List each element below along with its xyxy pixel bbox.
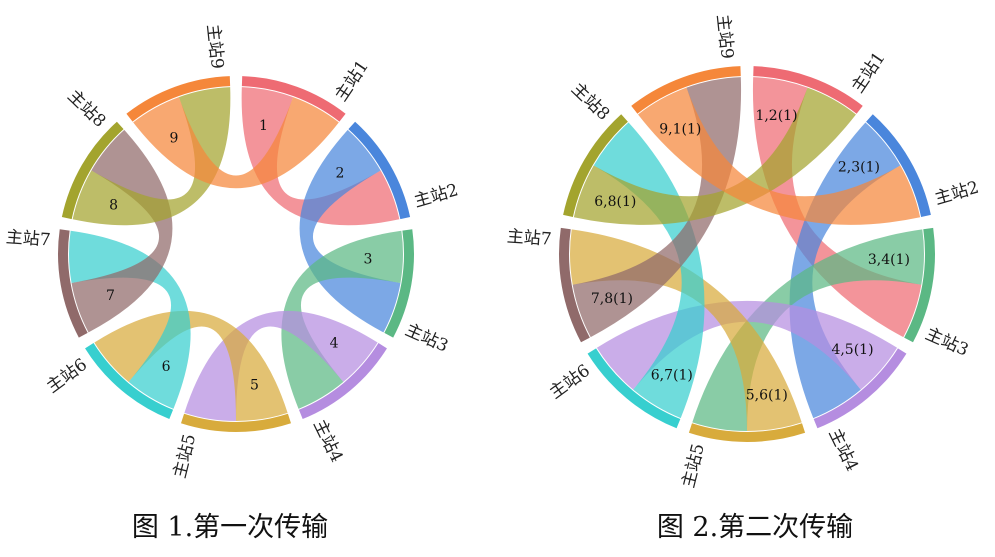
node-label-5: 主站5 [170,432,200,480]
node-label-9: 主站9 [712,13,737,60]
node-arc-1 [241,76,346,122]
node-label-2: 主站2 [412,180,461,212]
caption-figure-1: 图 1.第一次传输 [131,512,329,543]
chords [69,87,403,421]
chord-label: 6,7(1) [651,367,693,383]
node-arc-6 [85,342,174,420]
chord-label: 9,1(1) [659,122,701,138]
node-arc-9 [126,76,231,122]
node-arcs: 主站1 主站2 主站3 主站4 主站5 主站6 主站7 主站8 主站9 [506,13,981,490]
node-label-3: 主站3 [402,320,451,357]
node-arc-4 [813,348,907,429]
node-arc-7 [58,229,88,338]
node-label-5: 主站5 [679,442,709,490]
chord-5-6 [94,310,288,421]
node-label-7: 主站7 [506,227,552,250]
chord-labels: 1,2(1) 2,3(1) 3,4(1) 4,5(1) 5,6(1) 6,7(1) 7,8(… [591,108,910,404]
node-arc-8 [61,121,124,220]
chord-8-9 [72,87,231,226]
node-label-1: 主站1 [331,57,373,105]
node-arc-3 [904,227,935,343]
chord-6-7 [69,230,191,409]
node-label-3: 主站3 [922,324,971,361]
chord-9-2 [638,87,921,225]
node-label-2: 主站2 [933,178,982,210]
chord-label: 8 [109,198,118,214]
node-arc-6 [587,348,681,429]
caption-figure-2: 图 2.第二次传输 [656,512,854,543]
node-label-9: 主站9 [202,23,227,70]
chord-label: 4,5(1) [831,342,873,358]
node-arc-7 [559,227,590,343]
node-label-4: 主站4 [309,417,347,466]
chord-label: 6,8(1) [594,194,636,210]
chords [569,77,925,431]
node-label-8: 主站8 [567,79,613,125]
node-arc-5 [688,423,806,442]
chord-label: 7,8(1) [591,291,633,307]
chord-label: 2,3(1) [838,160,880,176]
chord-8-1 [573,87,856,225]
diagram-second-transmission: 1,2(1) 2,3(1) 3,4(1) 4,5(1) 5,6(1) 6,7(1) 7,8(… [506,13,981,490]
chord-label: 9 [170,131,179,147]
node-arc-5 [180,413,292,432]
chord-label: 6 [162,359,171,375]
chord-label: 2 [336,166,345,182]
chord-label: 3,4(1) [868,252,910,268]
chord-label: 1,2(1) [755,108,797,124]
node-arc-9 [631,66,741,114]
chord-label: 5 [250,378,259,394]
chord-1-2 [241,87,400,226]
chord-label: 7 [106,288,115,304]
chord-9-1 [133,97,339,189]
chord-label: 4 [330,335,339,351]
node-arc-3 [384,229,414,338]
node-arc-2 [866,114,931,218]
node-label-6: 主站6 [546,361,594,404]
chord-label: 1 [259,118,268,134]
node-label-8: 主站8 [63,86,109,132]
chord-7-8 [71,129,173,333]
chord-labels: 1 2 3 4 5 6 7 8 9 [106,118,372,394]
node-label-1: 主站1 [848,48,890,96]
chord-label: 3 [363,252,372,268]
node-arc-4 [298,342,387,420]
diagram-first-transmission: 1 2 3 4 5 6 7 8 9 主站1 主站2 主站3 主站4 主站5 主站6 主站7 主站8 主站9 [5,23,460,480]
node-label-7: 主站7 [5,227,51,250]
chord-2-3 [299,129,401,333]
node-label-6: 主站6 [43,355,91,398]
node-label-4: 主站4 [824,426,862,475]
chord-label: 5,6(1) [746,388,788,404]
chord-3-4 [281,230,403,409]
node-arc-2 [348,121,411,220]
node-arc-8 [563,114,628,218]
node-arc-1 [753,66,863,114]
chord-4-6 [596,300,898,390]
